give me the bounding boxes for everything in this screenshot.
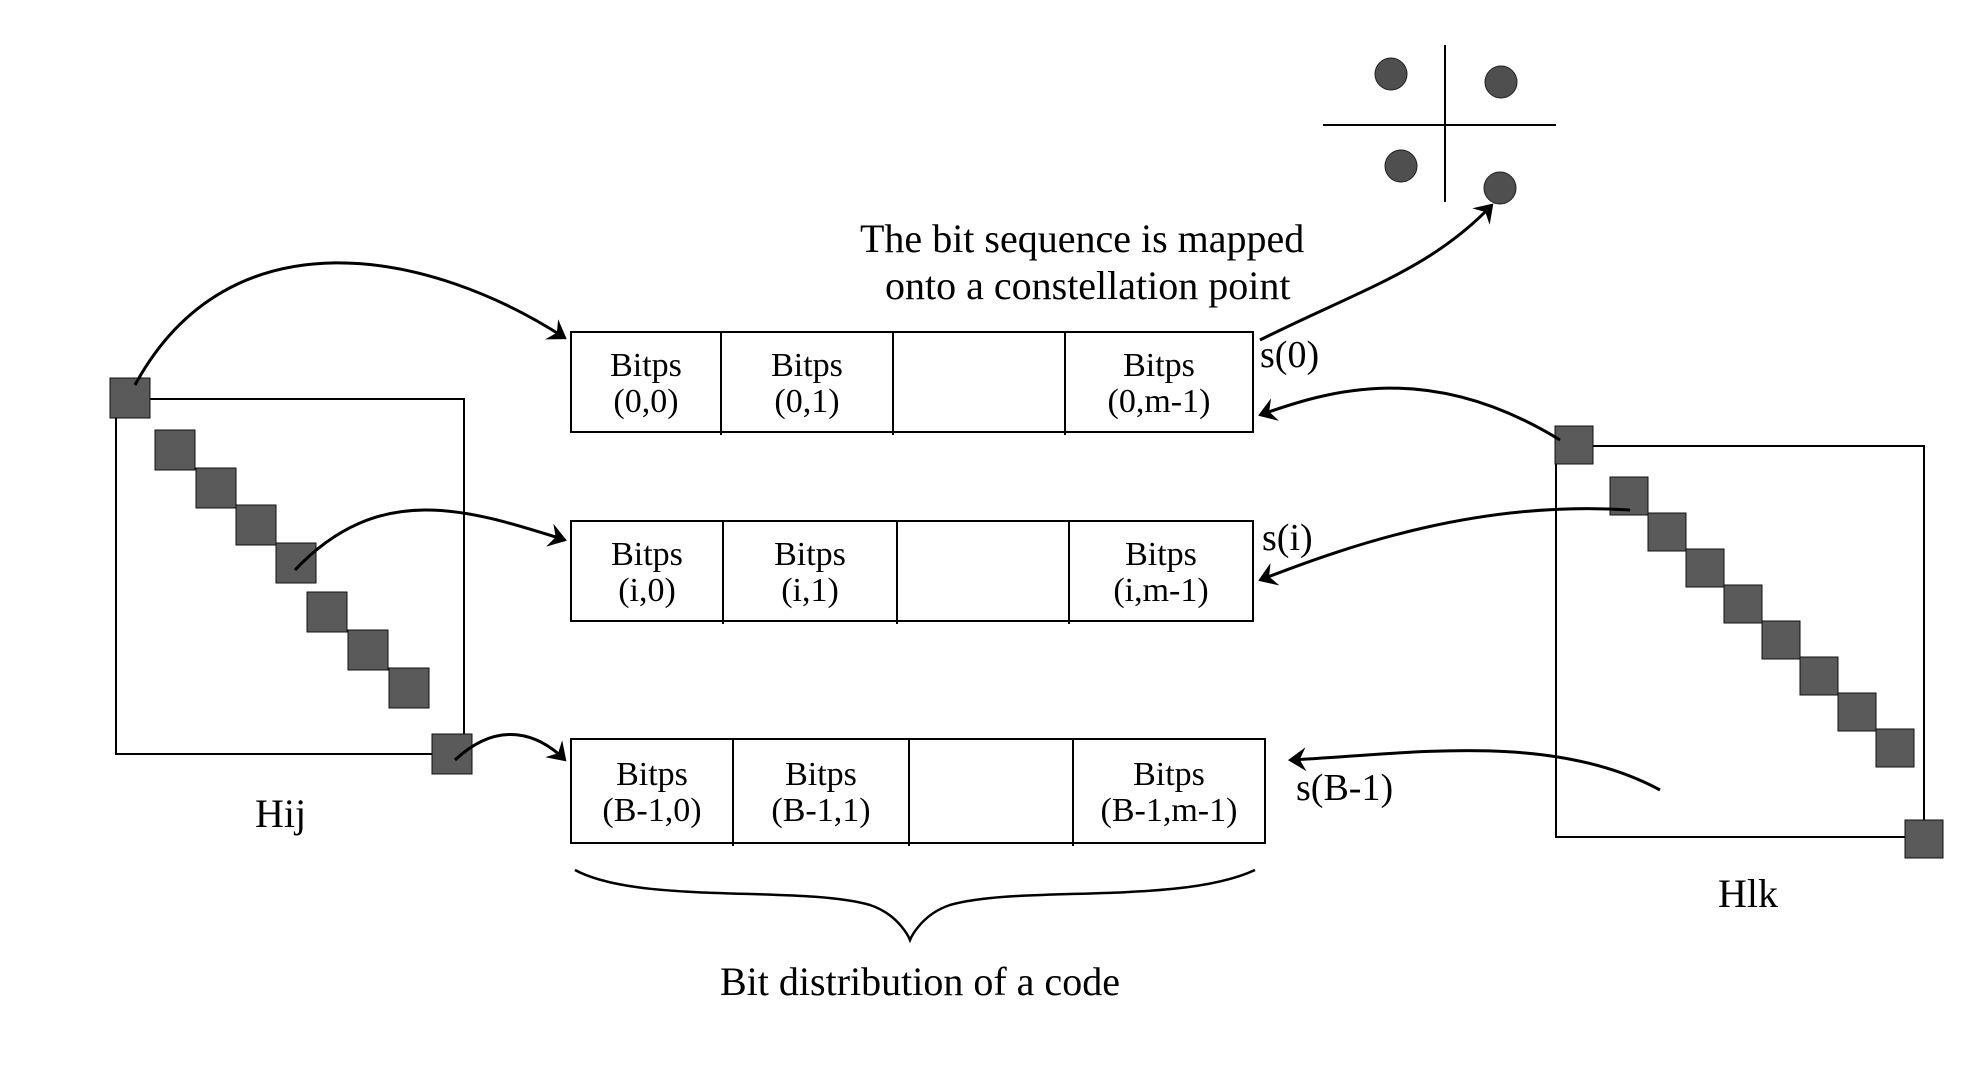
bit-cell: Bitps(i,m-1): [1070, 522, 1252, 624]
bit-cell-l1: Bitps: [1123, 348, 1195, 384]
bit-cell: Bitps(0,m-1): [1066, 333, 1252, 435]
bit-cell: Bitps(B-1,1): [734, 740, 910, 846]
symbol-label: s(B-1): [1296, 766, 1393, 810]
hij-matrix: [115, 398, 465, 755]
symbol-label: s(0): [1260, 333, 1319, 377]
bit-row: Bitps(B-1,0)Bitps(B-1,1)Bitps(B-1,m-1): [570, 738, 1266, 844]
bit-cell-l1: Bitps: [616, 757, 688, 793]
bit-cell-l2: (i,0): [618, 573, 676, 609]
bit-cell-l1: Bitps: [610, 348, 682, 384]
hij-label: Hij: [255, 790, 306, 837]
bit-cell-l1: Bitps: [774, 537, 846, 573]
bit-cell-l1: Bitps: [771, 348, 843, 384]
bit-cell-l1: Bitps: [1125, 537, 1197, 573]
bit-cell-l2: (0,m-1): [1108, 384, 1211, 420]
bit-cell: Bitps(0,0): [572, 333, 722, 435]
bit-cell: Bitps(0,1): [722, 333, 894, 435]
diagram-stage: The bit sequence is mapped onto a conste…: [0, 0, 1982, 1084]
bit-cell-l1: Bitps: [1133, 757, 1205, 793]
bit-row: Bitps(0,0)Bitps(0,1)Bitps(0,m-1): [570, 331, 1254, 433]
bit-cell: Bitps(i,0): [572, 522, 724, 624]
hlk-label: Hlk: [1718, 870, 1778, 917]
bit-cell-l2: (0,0): [613, 384, 678, 420]
bit-cell: [898, 522, 1070, 624]
bit-cell-l2: (i,m-1): [1113, 573, 1208, 609]
bit-cell-l1: Bitps: [785, 757, 857, 793]
bottom-caption: Bit distribution of a code: [720, 958, 1120, 1005]
bit-row: Bitps(i,0)Bitps(i,1)Bitps(i,m-1): [570, 520, 1254, 622]
bit-cell-l2: (B-1,1): [771, 793, 870, 829]
bit-cell: [894, 333, 1066, 435]
bit-cell-l1: Bitps: [611, 537, 683, 573]
bit-cell-l2: (B-1,0): [602, 793, 701, 829]
bit-cell: [910, 740, 1074, 846]
hlk-matrix: [1555, 445, 1925, 838]
bit-cell: Bitps(B-1,0): [572, 740, 734, 846]
mapping-text-l1: The bit sequence is mapped: [860, 215, 1304, 262]
bit-cell-l2: (B-1,m-1): [1101, 793, 1238, 829]
bit-cell: Bitps(i,1): [724, 522, 898, 624]
bit-cell-l2: (0,1): [774, 384, 839, 420]
mapping-text-l2: onto a constellation point: [885, 262, 1291, 309]
bit-cell-l2: (i,1): [781, 573, 839, 609]
symbol-label: s(i): [1262, 516, 1313, 560]
bit-cell: Bitps(B-1,m-1): [1074, 740, 1264, 846]
